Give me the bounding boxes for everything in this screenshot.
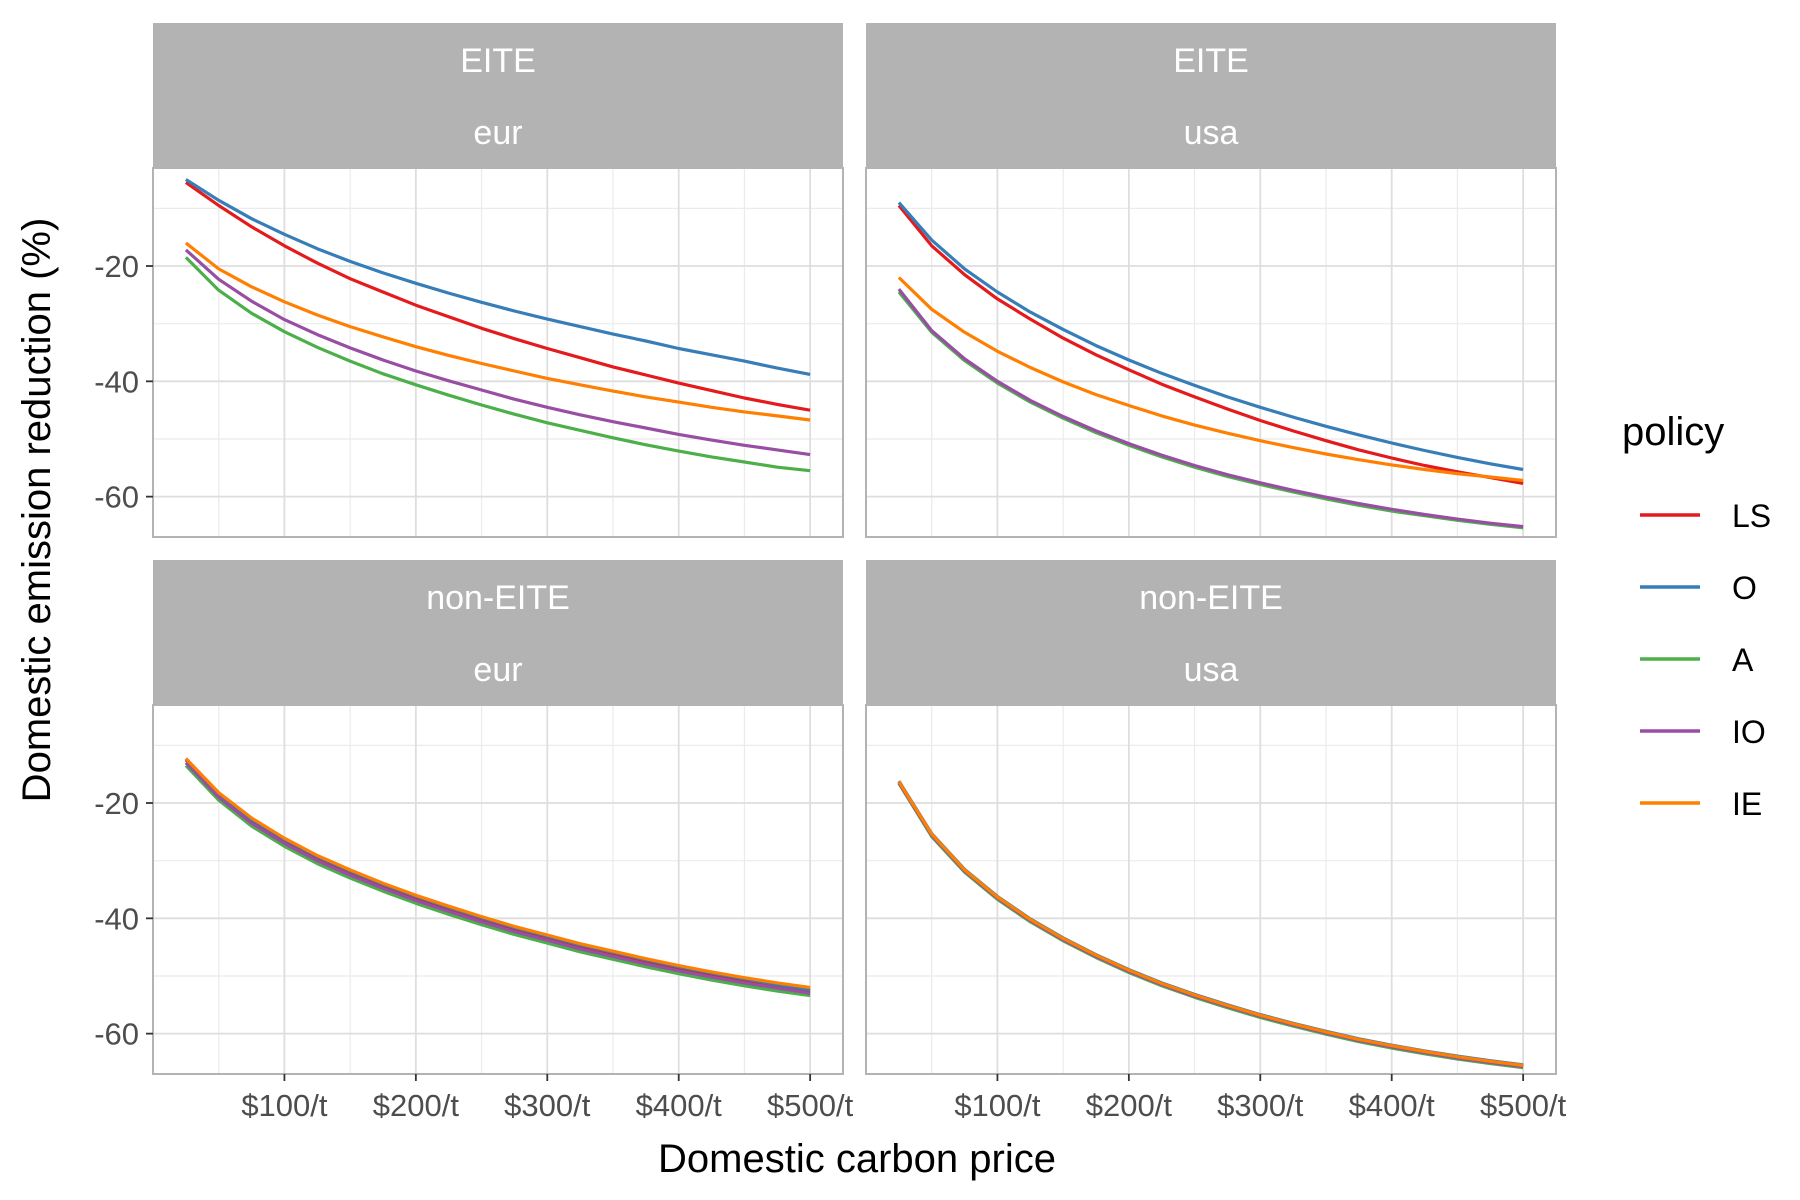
y-axis-title: Domestic emission reduction (%) (15, 218, 59, 803)
series-line-io (184, 761, 811, 995)
y-tick-label: -20 (94, 249, 139, 284)
legend-label: LS (1732, 498, 1771, 534)
panel-border (152, 167, 844, 538)
grid (153, 705, 843, 1074)
y-axes: -20 -40 -60 -20 -40 -60 (94, 249, 153, 1052)
panel-strip: EITE eur (153, 23, 843, 168)
x-tick-label: $200/t (373, 1088, 460, 1123)
series-lines (897, 201, 1524, 530)
x-tick-label: $100/t (954, 1088, 1041, 1123)
grid (866, 168, 1556, 537)
plot-background (866, 705, 1556, 1074)
legend-label: IE (1732, 786, 1762, 822)
series-line-io (184, 248, 811, 457)
strip-label-bottom: usa (1184, 114, 1239, 152)
legend-item-a: A (1640, 642, 1754, 678)
plot-background (866, 168, 1556, 537)
series-lines (184, 757, 811, 998)
panel-2: EITE usa (865, 23, 1557, 538)
legend-item-ls: LS (1640, 498, 1771, 534)
plot-background (153, 168, 843, 537)
legend-item-o: O (1640, 570, 1757, 606)
y-tick-label: -60 (94, 1017, 139, 1052)
panel-strip: non-EITE eur (153, 560, 843, 705)
series-line-ls (184, 181, 811, 412)
panel-3: non-EITE eur (152, 560, 844, 1075)
x-tick-label: $500/t (767, 1088, 854, 1123)
strip-label-bottom: usa (1184, 651, 1239, 689)
panel-border (865, 167, 1557, 538)
series-line-io (897, 288, 1524, 529)
x-tick-label: $400/t (1349, 1088, 1436, 1123)
y-tick-label: -40 (94, 901, 139, 936)
strip-background (153, 560, 843, 705)
series-lines (184, 178, 811, 473)
x-axis-title: Domestic carbon price (658, 1137, 1056, 1181)
series-line-ie (184, 757, 811, 990)
strip-background (153, 23, 843, 168)
legend: policy LS OA IO IE (1622, 410, 1771, 822)
strip-label-top: EITE (1173, 42, 1249, 80)
series-line-o (185, 178, 811, 376)
panel-1: EITE eur (152, 23, 844, 538)
series-line-a (184, 256, 811, 473)
panel-border (152, 704, 844, 1075)
series-line-a (184, 764, 811, 998)
strip-label-top: non-EITE (426, 579, 570, 617)
legend-item-io: IO (1640, 714, 1766, 750)
x-tick-label: $300/t (504, 1088, 591, 1123)
strip-label-bottom: eur (473, 114, 522, 152)
series-line-ie (184, 241, 811, 422)
panel-strip: non-EITE usa (866, 560, 1556, 705)
y-tick-label: -60 (94, 480, 139, 515)
x-tick-label: $400/t (636, 1088, 723, 1123)
series-line-ie (897, 276, 1524, 483)
y-tick-label: -40 (94, 364, 139, 399)
series-line-o (897, 201, 1524, 472)
x-tick-label: $500/t (1480, 1088, 1567, 1123)
strip-label-top: EITE (460, 42, 536, 80)
series-line-ie (897, 780, 1524, 1067)
x-tick-label: $300/t (1217, 1088, 1304, 1123)
plot-background (153, 705, 843, 1074)
strip-background (866, 23, 1556, 168)
series-lines (897, 780, 1524, 1070)
panel-4: non-EITE usa (865, 560, 1557, 1075)
x-axes: $100/t $200/t $300/t $400/t $500/t $100/t $200… (241, 1074, 1567, 1123)
strip-label-top: non-EITE (1139, 579, 1283, 617)
grid (866, 705, 1556, 1074)
legend-label: IO (1732, 714, 1766, 750)
panel-strip: EITE usa (866, 23, 1556, 168)
legend-title: policy (1622, 410, 1724, 454)
legend-items: LS OA IO IE (1640, 498, 1771, 822)
legend-label: O (1732, 570, 1757, 606)
strip-background (866, 560, 1556, 705)
x-tick-label: $200/t (1086, 1088, 1173, 1123)
legend-item-ie: IE (1640, 786, 1762, 822)
grid (153, 168, 843, 537)
strip-label-bottom: eur (473, 651, 522, 689)
x-tick-label: $100/t (241, 1088, 328, 1123)
y-tick-label: -20 (94, 786, 139, 821)
legend-label: A (1732, 642, 1754, 678)
chart-panels: EITE eur EITE usa non-EITE eur non-EITE usa (152, 23, 1557, 1075)
series-line-ls (897, 204, 1524, 485)
panel-border (865, 704, 1557, 1075)
